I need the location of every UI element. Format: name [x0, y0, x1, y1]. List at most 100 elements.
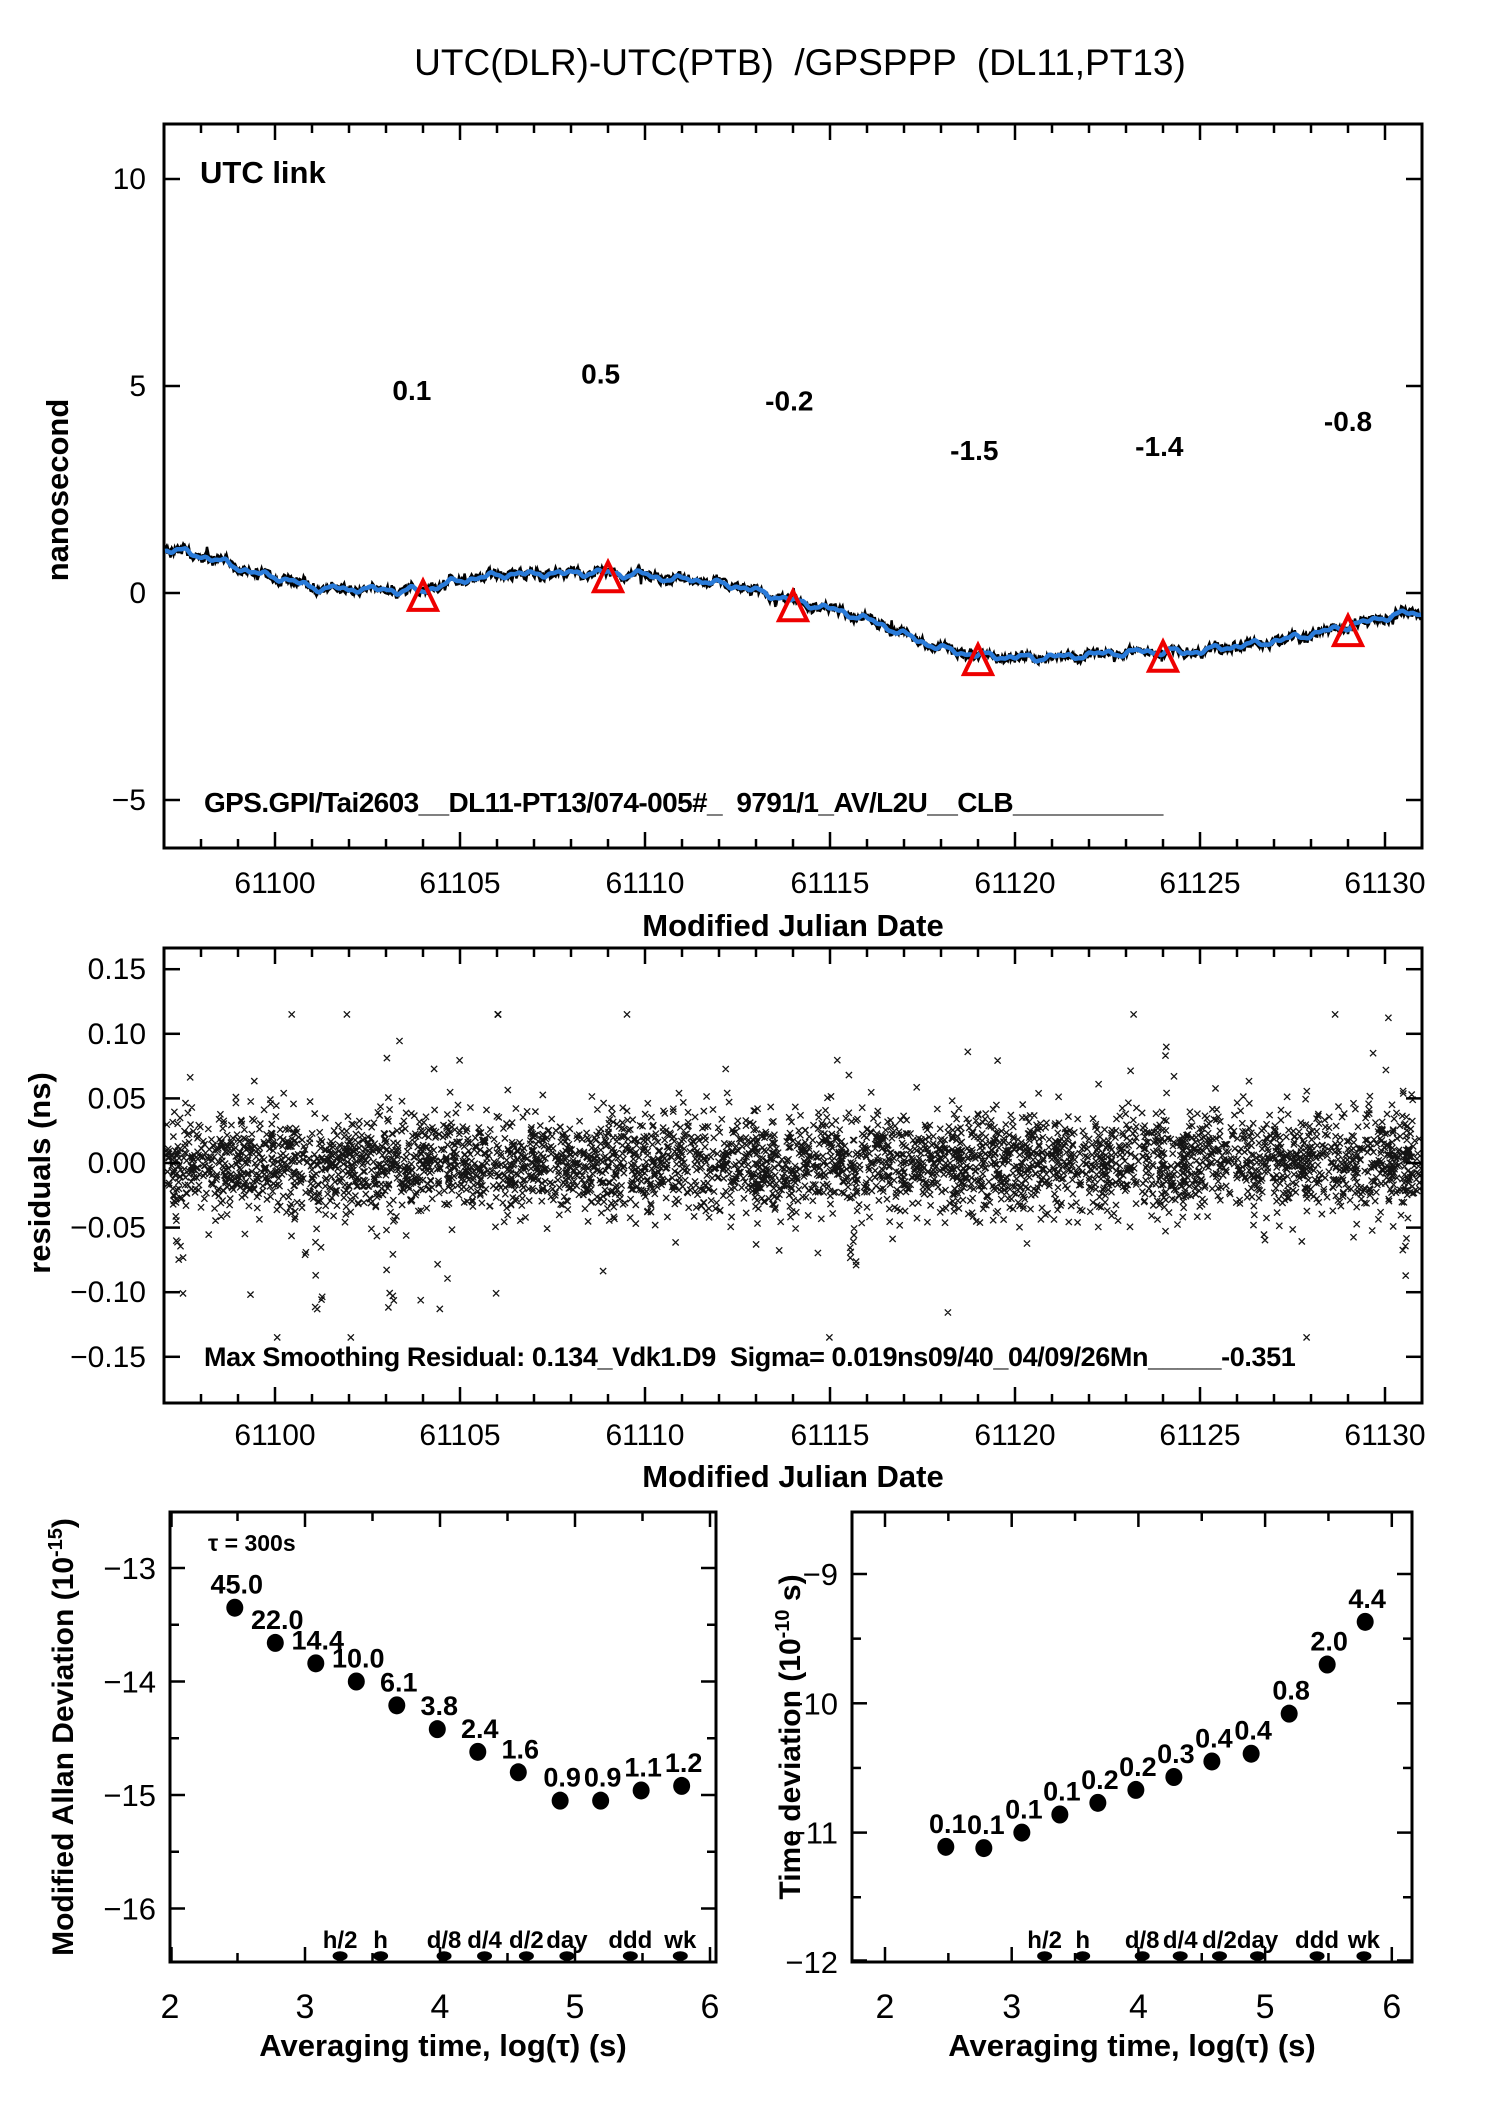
calibration-triangle [960, 640, 996, 677]
time-marker-dot [1356, 1951, 1372, 1961]
mdev-data-point [673, 1776, 691, 1795]
mdev-data-point [266, 1633, 284, 1652]
calibration-value-label: -1.4 [1135, 431, 1184, 462]
time-marker-dot [1075, 1951, 1091, 1961]
tdev-border [850, 1510, 1414, 1964]
time-marker-label: h/2 [1027, 1927, 1062, 1954]
time-marker-dot [1037, 1951, 1053, 1961]
tdev-value-label: 0.1 [1043, 1776, 1081, 1806]
calibration-value-label: -1.5 [950, 435, 998, 466]
tdev-value-label: 0.1 [967, 1810, 1005, 1840]
tdev-value-label: 0.4 [1234, 1716, 1272, 1746]
tdev-data-point [1356, 1612, 1374, 1631]
y-tick-label: 10 [113, 163, 146, 196]
utc-link-time-series-border [162, 122, 1424, 850]
y-tick-label: −5 [112, 784, 146, 817]
calibration-value-label: 0.5 [581, 359, 620, 390]
y-tick-label: 0.15 [88, 953, 146, 986]
mdev-data-point [226, 1598, 244, 1617]
y-tick-label: −0.05 [70, 1212, 146, 1245]
x-tick-label: 61125 [1159, 867, 1240, 900]
tdev-value-label: 2.0 [1310, 1627, 1348, 1657]
tdev-value-label: 0.1 [1005, 1795, 1043, 1825]
tau-annotation: τ = 300s [208, 1530, 296, 1556]
mdev-value-label: 1.1 [624, 1752, 662, 1782]
x-tick-label: 61100 [234, 867, 315, 900]
time-marker-dot [1309, 1951, 1325, 1961]
x-tick-label: 61110 [606, 867, 685, 900]
x-tick-label: 61125 [1159, 1419, 1240, 1452]
tdev-value-label: 0.1 [929, 1809, 967, 1839]
smoothed-link-curve [164, 546, 1422, 664]
tdev-value-label: 0.4 [1195, 1723, 1233, 1753]
y-tick-label: −12 [785, 1945, 838, 1980]
time-marker-dot [1134, 1951, 1150, 1961]
time-marker-label: d/2 [1202, 1927, 1237, 1954]
mdev-value-label: 1.2 [665, 1748, 703, 1778]
x-tick-label: 61130 [1344, 1419, 1425, 1452]
tdev-data-point [975, 1839, 993, 1858]
mdev-value-label: 6.1 [380, 1667, 418, 1697]
chart-title: UTC(DLR)-UTC(PTB) /GPSPPP (DL11,PT13) [414, 42, 1186, 83]
time-marker-label: h [373, 1927, 388, 1954]
mdev-value-label: 45.0 [211, 1570, 264, 1600]
time-marker-label: d/2 [509, 1927, 544, 1954]
tdev-data-point [1127, 1780, 1145, 1799]
tdev-data-point [1013, 1823, 1031, 1842]
mdev-data-point [469, 1742, 487, 1761]
mdev-data-point [347, 1672, 365, 1691]
y-tick-label: 0.10 [88, 1018, 146, 1051]
mdev-value-label: 1.6 [502, 1734, 540, 1764]
time-marker-label: wk [663, 1927, 697, 1954]
mdev-xaxis-title: Averaging time, log(τ) (s) [259, 2028, 627, 2063]
calibration-triangle [1330, 611, 1366, 648]
calibration-triangle [1145, 637, 1181, 673]
tdev-data-point [937, 1837, 955, 1856]
time-marker-dot [672, 1951, 688, 1961]
tdev-data-point [1051, 1805, 1069, 1824]
mdev-value-label: 0.9 [543, 1763, 581, 1793]
y-tick-label: −16 [103, 1892, 156, 1927]
tdev-data-point [1280, 1704, 1298, 1723]
y-tick-label: −9 [803, 1557, 838, 1592]
calibration-value-label: -0.8 [1324, 406, 1372, 437]
tdev-panel: 2 3 4 5 6 −9 −10 −11 −12 Time deviation (10-10 s)… [772, 1510, 1414, 2026]
time-marker-dot [1211, 1951, 1227, 1961]
mid-xaxis-title: Modified Julian Date [642, 1459, 943, 1494]
x-tick-label: 61115 [791, 1419, 870, 1452]
top-xaxis-title: Modified Julian Date [642, 908, 943, 943]
time-marker-label: d/8 [427, 1927, 462, 1954]
time-marker-label: d/4 [467, 1927, 502, 1954]
y-tick-label: −0.15 [70, 1341, 146, 1374]
x-tick-label: 3 [296, 1988, 315, 2026]
x-tick-label: 61130 [1344, 867, 1425, 900]
x-tick-label: 5 [566, 1988, 585, 2026]
tdev-data-point [1242, 1744, 1260, 1763]
y-tick-label: −14 [103, 1665, 156, 1700]
time-marker-label: ddd [1295, 1927, 1339, 1954]
top-footer-text: GPS.GPI/Tai2603__DL11-PT13/074-005#_ 979… [204, 787, 1164, 818]
y-tick-label: −10 [785, 1686, 838, 1721]
x-tick-label: 4 [431, 1988, 450, 2026]
x-tick-label: 61105 [419, 1419, 500, 1452]
time-marker-dot [1172, 1951, 1188, 1961]
time-marker-dot [477, 1951, 493, 1961]
mdev-panel: 2 3 4 5 6 −13 −14 −15 −16 Modified Allan Deviatio… [45, 1510, 719, 2026]
x-tick-label: 61120 [974, 1419, 1055, 1452]
time-marker-dot [1249, 1951, 1265, 1961]
y-tick-label: 0.05 [88, 1082, 146, 1115]
y-tick-label: 5 [129, 370, 146, 403]
calibration-value-label: -0.2 [765, 385, 813, 416]
tdev-value-label: 4.4 [1348, 1584, 1386, 1614]
calibration-value-label: 0.1 [392, 375, 431, 406]
residuals-panel: 61100 61105 61110 61115 61120 61125 61130 0.15 0… [70, 946, 1426, 1452]
tdev-data-point [1203, 1752, 1221, 1771]
y-tick-label: −13 [103, 1551, 156, 1586]
tdev-xaxis-title: Averaging time, log(τ) (s) [948, 2028, 1316, 2063]
tdev-data-point [1165, 1768, 1183, 1787]
time-marker-label: h [1075, 1927, 1090, 1954]
mdev-data-point [428, 1720, 446, 1739]
calibration-triangle [405, 576, 441, 612]
